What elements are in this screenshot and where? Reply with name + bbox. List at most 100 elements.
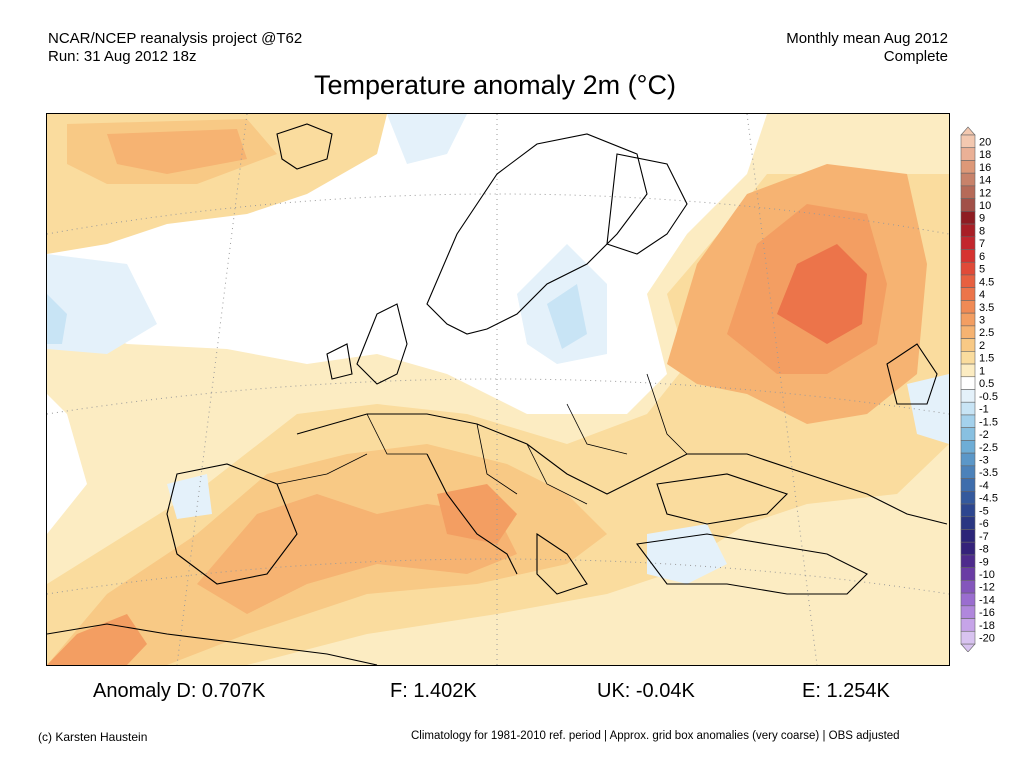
anomaly-zone-west-atlantic-core <box>47 294 67 344</box>
legend-swatch <box>960 414 976 428</box>
legend-cap-top <box>960 126 976 136</box>
legend-label: -8 <box>979 544 989 556</box>
border-line <box>646 373 688 455</box>
graticule <box>47 114 949 665</box>
legend-swatch <box>960 541 976 556</box>
anomaly-zone-north-atlantic-peak <box>107 129 247 174</box>
stat-anomaly-france: F: 1.402K <box>390 680 477 702</box>
legend-label: 12 <box>979 187 991 199</box>
legend-swatch <box>960 529 976 543</box>
legend-label: -3.5 <box>979 467 998 479</box>
legend-label: 5 <box>979 264 985 276</box>
legend-label: 14 <box>979 175 991 187</box>
legend-label: -2 <box>979 429 989 441</box>
coastline-continental-europe <box>296 413 948 525</box>
legend-swatch <box>960 605 976 619</box>
stat-anomaly-germany: Anomaly D: 0.707K <box>93 680 266 702</box>
header-period-text: Monthly mean Aug 2012 <box>786 30 948 47</box>
header-status-text: Complete <box>883 48 948 65</box>
legend-swatch <box>960 338 976 352</box>
anomaly-zone-baltic-core <box>547 284 587 349</box>
border-line <box>276 453 368 485</box>
coastlines <box>47 123 948 665</box>
legend-label: 16 <box>979 162 991 174</box>
coastline-ireland <box>326 343 353 380</box>
coastline-iberia <box>166 463 298 585</box>
legend-swatch <box>960 147 976 161</box>
color-legend: 20 18 16 14 12 10 9 8 7 6 5 4.5 4 3.5 3 2.5 2 1.5 1 0.5 -0.5… <box>958 126 1018 653</box>
legend-cap-bottom <box>960 643 976 653</box>
legend-label: 3.5 <box>979 302 994 314</box>
legend-label: 0.5 <box>979 378 994 390</box>
border-line <box>366 413 427 455</box>
anomaly-zone-caspian-negative <box>907 374 949 444</box>
anomaly-zone-biscay-negative <box>167 474 212 519</box>
coastline-britain <box>356 303 408 385</box>
coastline-black-sea <box>656 473 789 525</box>
map-title: Temperature anomaly 2m (°C) <box>314 70 676 100</box>
legend-swatch <box>960 211 976 225</box>
legend-items: 201816141210987654.543.532.521.510.5-0.5… <box>960 134 998 645</box>
country-borders <box>276 373 688 505</box>
legend-swatch <box>960 172 976 187</box>
header-run-text: Run: 31 Aug 2012 18z <box>48 48 197 65</box>
legend-label: -7 <box>979 531 989 543</box>
legend-swatch <box>960 351 976 365</box>
legend-label: -18 <box>979 620 995 632</box>
header-run-info: NCAR/NCEP reanalysis project @T62 Run: 3… <box>48 30 302 66</box>
legend-swatch <box>960 490 976 505</box>
legend-swatch <box>960 325 976 339</box>
legend-swatch <box>960 592 976 607</box>
coastline-finland <box>606 153 688 255</box>
legend-swatch <box>960 261 976 276</box>
legend-label: -1.5 <box>979 416 998 428</box>
legend-label: 7 <box>979 238 985 250</box>
border-line <box>526 443 588 505</box>
legend-label: 2 <box>979 340 985 352</box>
anomaly-zone-turkey-negative <box>647 524 727 584</box>
legend-label: -1 <box>979 404 989 416</box>
coastline-turkey <box>636 533 868 595</box>
legend-label: -3 <box>979 454 989 466</box>
legend-label: -4 <box>979 480 989 492</box>
stat-anomaly-europe: E: 1.254K <box>802 680 890 702</box>
legend-swatch <box>960 401 976 416</box>
legend-swatch <box>960 363 976 378</box>
legend-swatch <box>960 376 976 390</box>
legend-swatch <box>960 249 976 263</box>
legend-swatch <box>960 134 976 149</box>
footer-note: Climatology for 1981-2010 ref. period | … <box>411 730 900 742</box>
legend-label: -12 <box>979 582 995 594</box>
anomaly-zone-norwegian-sea <box>387 114 467 164</box>
legend-swatch <box>960 554 976 568</box>
legend-label: -6 <box>979 518 989 530</box>
legend-label: -14 <box>979 594 995 606</box>
legend-swatch <box>960 452 976 467</box>
header-source-text: NCAR/NCEP reanalysis project @T62 <box>48 30 303 47</box>
legend-swatch <box>960 580 976 594</box>
legend-label: -20 <box>979 633 995 645</box>
legend-label: -0.5 <box>979 391 998 403</box>
legend-swatch <box>960 503 976 518</box>
coastline-iceland <box>276 123 333 170</box>
stat-anomaly-uk: UK: -0.04K <box>597 680 695 702</box>
legend-label: 20 <box>979 136 991 148</box>
anomaly-map <box>46 113 950 666</box>
legend-label: -2.5 <box>979 442 998 454</box>
legend-swatch <box>960 236 976 250</box>
coastline-italy <box>426 453 518 575</box>
legend-label: 3 <box>979 315 985 327</box>
legend-label: 1.5 <box>979 353 994 365</box>
color-legend-scale: 201816141210987654.543.532.521.510.5-0.5… <box>960 126 998 653</box>
border-line <box>476 423 518 495</box>
footer-credit: (c) Karsten Haustein <box>38 730 148 744</box>
legend-swatch <box>960 389 976 403</box>
coastline-caspian <box>886 343 938 405</box>
header-period-info: Monthly mean Aug 2012 Complete <box>786 30 948 66</box>
legend-label: 1 <box>979 365 985 377</box>
legend-label: 10 <box>979 200 991 212</box>
legend-swatch <box>960 274 976 289</box>
legend-label: -16 <box>979 607 995 619</box>
legend-swatch <box>960 567 976 581</box>
coastline-greece <box>536 532 588 595</box>
